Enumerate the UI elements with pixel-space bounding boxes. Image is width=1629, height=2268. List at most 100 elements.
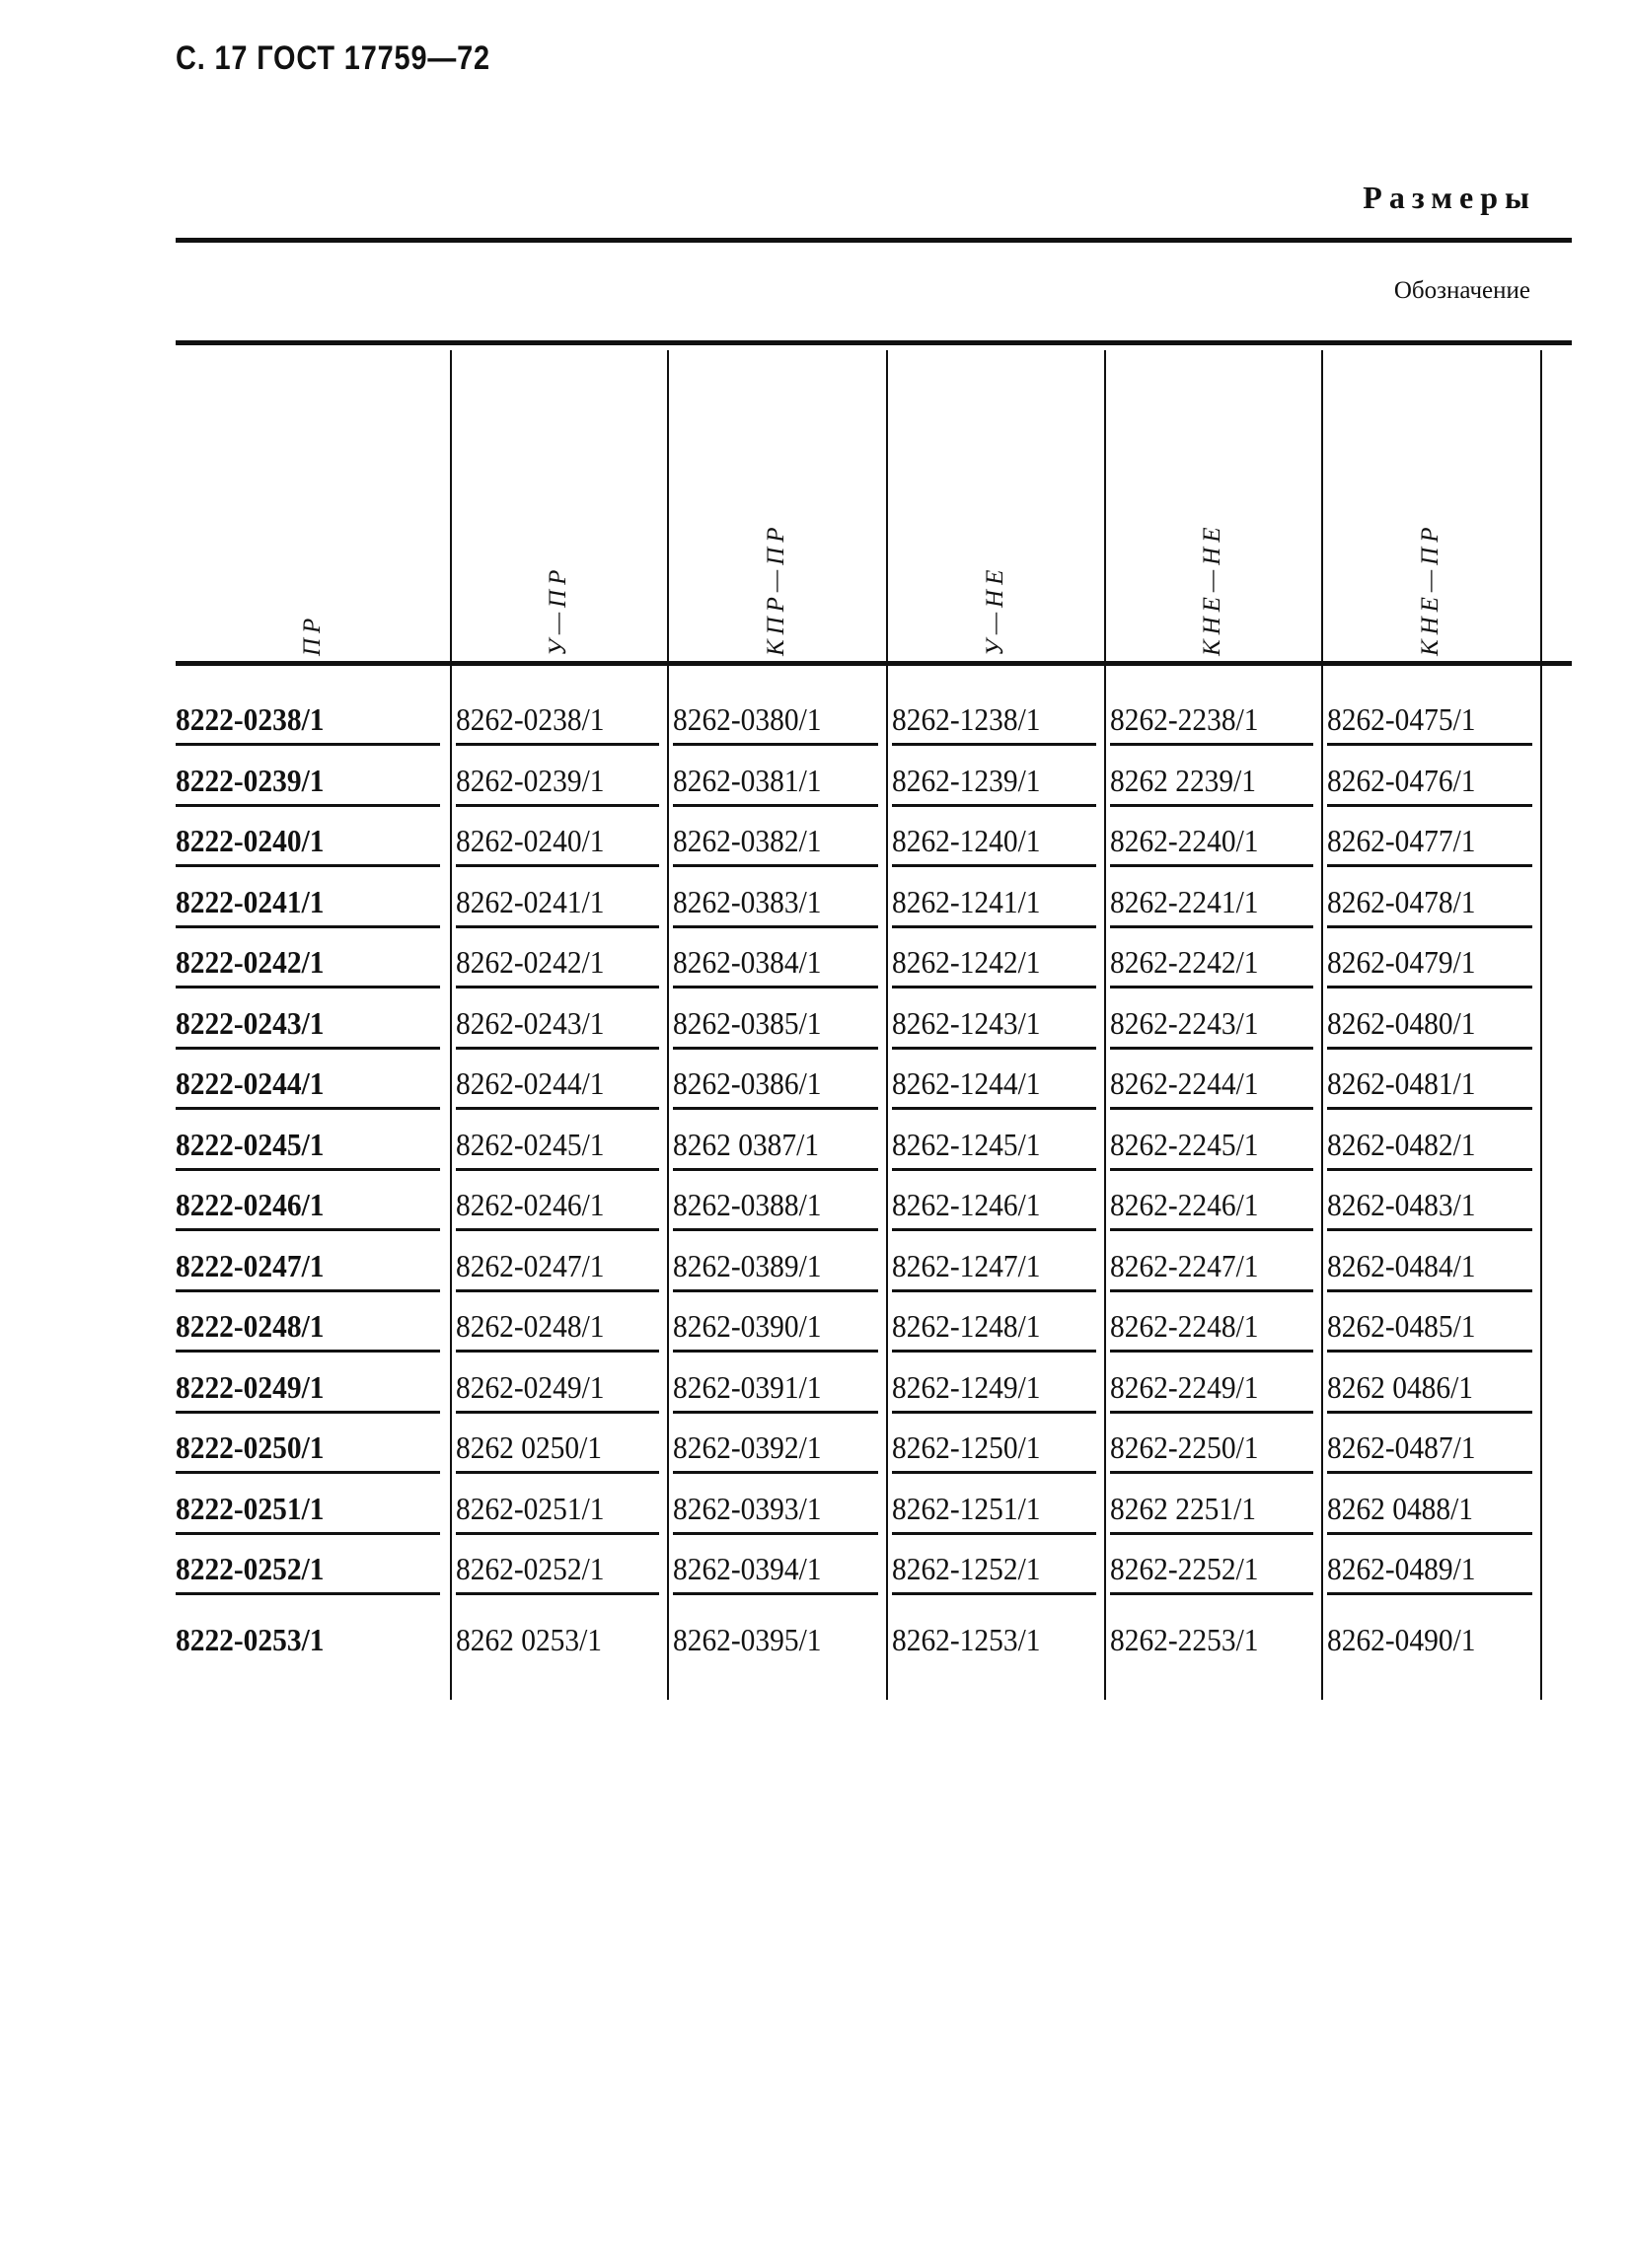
page-title: С. 17 ГОСТ 17759—72 [176, 39, 490, 77]
table-cell: 8262-1243/1 [892, 1004, 1041, 1041]
table-cell: 8262-0479/1 [1327, 944, 1476, 980]
cell-underline [1327, 1350, 1532, 1353]
table-cell: 8262-1244/1 [892, 1065, 1041, 1101]
cell-underline [673, 1350, 878, 1353]
column-divider [1321, 350, 1323, 1700]
table-cell: 8262 0250/1 [456, 1429, 603, 1465]
cell-underline [176, 803, 440, 807]
table-cell: 8262-1241/1 [892, 883, 1041, 919]
table-cell: 8262-0394/1 [673, 1551, 822, 1586]
table-cell: 8262-0390/1 [673, 1308, 822, 1344]
table-cell: 8222-0246/1 [176, 1187, 325, 1222]
cell-underline [1327, 1471, 1532, 1474]
table-cell: 8262-2241/1 [1110, 883, 1259, 919]
table-cell: 8262-0252/1 [456, 1551, 605, 1586]
cell-underline [1110, 1107, 1313, 1110]
cell-underline [892, 1167, 1096, 1171]
cell-underline [1110, 986, 1313, 988]
table-cell: 8222-0249/1 [176, 1368, 325, 1405]
table-cell: 8222-0253/1 [176, 1621, 325, 1657]
table-cell: 8262 0253/1 [456, 1621, 603, 1657]
cell-underline [176, 924, 440, 928]
cell-underline [176, 1228, 440, 1231]
table-cell: 8262-0245/1 [456, 1126, 605, 1162]
table-cell: 8262-0380/1 [673, 701, 822, 737]
table-cell: 8262-0239/1 [456, 762, 605, 798]
table-cell: 8222-0239/1 [176, 762, 325, 798]
column-divider [886, 350, 888, 1700]
column-header-label: У—НЕ [981, 564, 1008, 656]
cell-underline [892, 1350, 1096, 1353]
cell-underline [456, 1350, 659, 1353]
cell-underline [1327, 1046, 1532, 1050]
cell-underline [176, 1350, 440, 1353]
cell-underline [456, 1288, 659, 1292]
table-cell: 8262-0391/1 [673, 1368, 822, 1405]
cell-underline [892, 1288, 1096, 1292]
cell-underline [1110, 803, 1313, 807]
column-header-label: ПР [299, 613, 326, 656]
cell-underline [176, 1167, 440, 1171]
table-cell: 8262-0475/1 [1327, 701, 1476, 737]
table-cell: 8262-2249/1 [1110, 1368, 1259, 1405]
table-cell: 8262-0393/1 [673, 1490, 822, 1526]
table-cell: 8262-1247/1 [892, 1247, 1041, 1283]
cell-underline [673, 864, 878, 867]
table-cell: 8262-1238/1 [892, 701, 1041, 737]
cell-underline [673, 1107, 878, 1110]
cell-underline [176, 1046, 440, 1050]
table-cell: 8262 2239/1 [1110, 762, 1257, 798]
cell-underline [456, 1167, 659, 1171]
table-cell: 8222-0247/1 [176, 1247, 325, 1283]
table-cell: 8262-2238/1 [1110, 701, 1259, 737]
cell-underline [456, 1107, 659, 1110]
table-cell: 8262 0387/1 [673, 1126, 820, 1162]
cell-underline [456, 1531, 659, 1535]
cell-underline [1110, 1592, 1313, 1595]
cell-underline [456, 1592, 659, 1595]
cell-underline [673, 803, 878, 807]
cell-underline [673, 924, 878, 928]
cell-underline [176, 1410, 440, 1414]
cell-underline [1327, 803, 1532, 807]
table-cell: 8262-0241/1 [456, 883, 605, 919]
table-cell: 8262-0238/1 [456, 701, 605, 737]
column-header-label: КНЕ—ПР [1417, 522, 1444, 656]
cell-underline [892, 1228, 1096, 1231]
table-cell: 8262-1248/1 [892, 1308, 1041, 1344]
table-cell: 8262-0381/1 [673, 762, 822, 798]
cell-underline [1110, 743, 1313, 746]
table-cell: 8262-0383/1 [673, 883, 822, 919]
cell-underline [673, 1531, 878, 1535]
cell-underline [892, 986, 1096, 988]
table-cell: 8222-0238/1 [176, 701, 325, 737]
table-cell: 8262-2240/1 [1110, 823, 1259, 858]
table-cell: 8262-1246/1 [892, 1187, 1041, 1222]
cell-underline [1110, 1288, 1313, 1292]
cell-underline [456, 1046, 659, 1050]
table-cell: 8222-0251/1 [176, 1490, 325, 1526]
cell-underline [892, 1531, 1096, 1535]
cell-underline [1327, 1531, 1532, 1535]
cell-underline [1327, 1107, 1532, 1110]
table-cell: 8262-0478/1 [1327, 883, 1476, 919]
table-cell: 8262-0485/1 [1327, 1308, 1476, 1344]
column-divider [1540, 350, 1542, 1700]
table-cell: 8262-0247/1 [456, 1247, 605, 1283]
table-cell: 8262-0243/1 [456, 1004, 605, 1041]
cell-underline [1327, 1410, 1532, 1414]
table-cell: 8262-0249/1 [456, 1368, 605, 1405]
cell-underline [176, 1471, 440, 1474]
cell-underline [176, 1592, 440, 1595]
column-divider [1104, 350, 1106, 1700]
cell-underline [456, 986, 659, 988]
table-cell: 8262-0481/1 [1327, 1065, 1476, 1101]
cell-underline [1327, 864, 1532, 867]
table-cell: 8262-1249/1 [892, 1368, 1041, 1405]
table-cell: 8262-0482/1 [1327, 1126, 1476, 1162]
table-cell: 8262-0240/1 [456, 823, 605, 858]
table-cell: 8262-0386/1 [673, 1065, 822, 1101]
table-cell: 8262-0384/1 [673, 944, 822, 980]
table-cell: 8262-0489/1 [1327, 1551, 1476, 1586]
cell-underline [176, 1531, 440, 1535]
